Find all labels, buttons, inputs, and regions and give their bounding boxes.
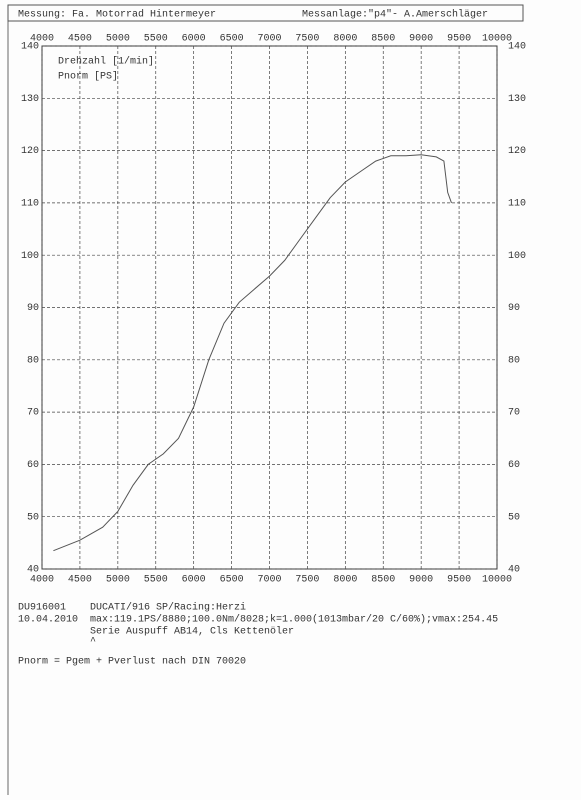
y-tick-label: 70	[508, 408, 520, 419]
y-tick-label: 40	[27, 565, 39, 576]
y-tick-label: 90	[508, 303, 520, 314]
y-tick-label: 60	[508, 460, 520, 471]
x-tick-label: 10000	[482, 34, 512, 45]
y-tick-label: 110	[21, 199, 39, 210]
note-vehicle: DUCATI/916 SP/Racing:Herzi	[90, 602, 246, 614]
y-axis-label: Pnorm [PS]	[58, 71, 118, 83]
x-tick-label: 6500	[220, 34, 244, 45]
y-tick-label: 120	[508, 146, 526, 157]
x-tick-label: 9000	[409, 34, 433, 45]
note-max: max:119.1PS/8880;100.0Nm/8028;k=1.000(10…	[90, 614, 498, 626]
x-tick-label: 9500	[447, 575, 471, 586]
y-tick-label: 130	[21, 94, 39, 105]
y-tick-label: 90	[27, 303, 39, 314]
x-tick-label: 4500	[68, 575, 92, 586]
x-axis-label: Drehzahl [1/min]	[58, 56, 154, 68]
header-box	[7, 4, 524, 22]
y-tick-label: 70	[27, 408, 39, 419]
header-right: Messanlage:"p4"- A.Amerschläger	[302, 9, 488, 21]
x-tick-label: 7000	[257, 34, 281, 45]
x-tick-label: 6000	[182, 575, 206, 586]
note-date: 10.04.2010	[18, 615, 78, 626]
y-tick-label: 50	[508, 512, 520, 523]
y-tick-label: 50	[27, 512, 39, 523]
x-tick-label: 8500	[371, 575, 395, 586]
y-tick-label: 120	[21, 146, 39, 157]
x-tick-label: 5000	[106, 575, 130, 586]
y-tick-label: 100	[21, 251, 39, 262]
power-curve	[53, 154, 452, 552]
x-tick-label: 7000	[257, 575, 281, 586]
x-tick-label: 5000	[106, 34, 130, 45]
x-tick-label: 9000	[409, 575, 433, 586]
x-tick-label: 7500	[295, 34, 319, 45]
x-tick-label: 5500	[144, 575, 168, 586]
y-tick-label: 80	[508, 355, 520, 366]
note-caret: ^	[90, 637, 96, 648]
y-tick-label: 110	[508, 199, 526, 210]
x-tick-label: 10000	[482, 575, 512, 586]
x-tick-label: 5500	[144, 34, 168, 45]
note-id: DU916001	[18, 603, 66, 614]
y-tick-label: 140	[508, 42, 526, 53]
x-tick-label: 6500	[220, 575, 244, 586]
x-tick-label: 8500	[371, 34, 395, 45]
x-tick-label: 7500	[295, 575, 319, 586]
x-tick-label: 4500	[68, 34, 92, 45]
header-left: Messung: Fa. Motorrad Hintermeyer	[18, 9, 216, 21]
y-tick-label: 140	[21, 42, 39, 53]
note-remark: Serie Auspuff AB14, Cls Kettenöler	[90, 626, 294, 638]
y-tick-label: 40	[508, 565, 520, 576]
x-tick-label: 6000	[182, 34, 206, 45]
y-tick-label: 130	[508, 94, 526, 105]
x-tick-label: 8000	[333, 34, 357, 45]
y-tick-label: 80	[27, 355, 39, 366]
x-tick-label: 8000	[333, 575, 357, 586]
note-formula: Pnorm = Pgem + Pverlust nach DIN 70020	[18, 656, 246, 668]
x-tick-label: 4000	[30, 34, 54, 45]
y-tick-label: 60	[27, 460, 39, 471]
x-tick-label: 4000	[30, 575, 54, 586]
y-tick-label: 100	[508, 251, 526, 262]
x-tick-label: 9500	[447, 34, 471, 45]
